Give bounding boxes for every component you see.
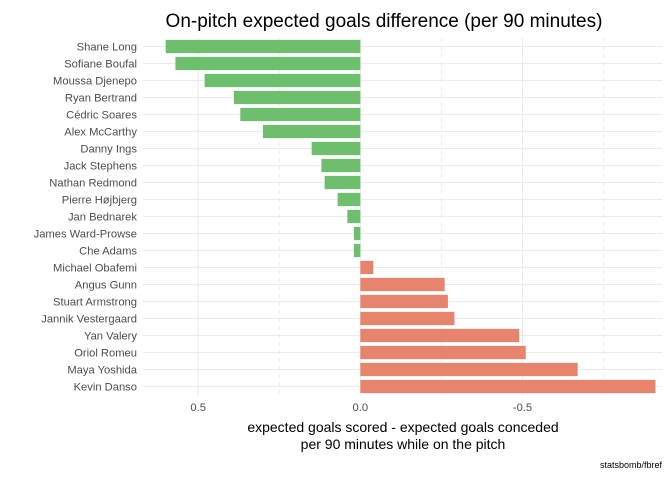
bar <box>353 243 361 258</box>
y-tick-label: Alex McCarthy <box>64 127 137 139</box>
x-axis-label-line-1: expected goals scored - expected goals c… <box>247 419 558 435</box>
bar <box>240 107 361 122</box>
y-tick-label: James Ward-Prowse <box>34 229 137 241</box>
bar <box>360 345 526 360</box>
y-tick-label: Sofiane Boufal <box>64 59 137 71</box>
y-tick-label: Stuart Armstrong <box>53 297 137 309</box>
bar <box>321 158 361 173</box>
bar <box>204 73 361 88</box>
y-tick-label: Michael Obafemi <box>53 263 137 275</box>
y-tick-label: Jannik Vestergaard <box>41 314 137 326</box>
y-tick-label: Maya Yoshida <box>67 365 137 377</box>
y-tick-label: Pierre Højbjerg <box>62 195 137 207</box>
bar <box>324 175 361 190</box>
bar <box>263 124 361 139</box>
x-tick-label: -0.5 <box>513 402 532 414</box>
bar <box>360 311 455 326</box>
chart-caption: statsbomb/fbref <box>600 460 663 470</box>
y-tick-label: Che Adams <box>79 246 137 258</box>
bars <box>165 39 656 394</box>
y-tick-label: Shane Long <box>77 42 137 54</box>
y-tick-label: Oriol Romeu <box>74 348 137 360</box>
x-tick-label: 0.0 <box>353 402 369 414</box>
y-tick-label: Jan Bednarek <box>68 212 137 224</box>
bar <box>311 141 361 156</box>
bar <box>347 209 361 224</box>
y-tick-label: Danny Ings <box>80 144 137 156</box>
y-tick-label: Cédric Soares <box>66 110 137 122</box>
y-tick-labels: Shane Long Sofiane Boufal Moussa Djenepo Ry… <box>34 42 138 394</box>
y-tick-label: Kevin Danso <box>74 382 137 394</box>
x-axis-label-line-2: per 90 minutes while on the pitch <box>301 436 506 452</box>
bar <box>233 90 361 105</box>
bar <box>360 379 656 394</box>
bar <box>337 192 361 207</box>
bar <box>360 362 578 377</box>
bar <box>175 56 361 71</box>
x-tick-labels: 0.5 0.0 -0.5 <box>190 402 532 414</box>
y-tick-label: Angus Gunn <box>75 280 137 292</box>
bar <box>360 260 374 275</box>
y-tick-label: Jack Stephens <box>64 161 138 173</box>
bar <box>360 277 445 292</box>
bar <box>165 39 361 54</box>
bar <box>353 226 361 241</box>
y-tick-label: Nathan Redmond <box>49 178 137 190</box>
y-tick-label: Moussa Djenepo <box>53 76 137 88</box>
y-tick-label: Yan Valery <box>84 331 137 343</box>
bar <box>360 294 448 309</box>
x-tick-label: 0.5 <box>190 402 206 414</box>
bar <box>360 328 520 343</box>
chart-title: On-pitch expected goals difference (per … <box>166 11 603 32</box>
y-tick-label: Ryan Bertrand <box>65 93 137 105</box>
